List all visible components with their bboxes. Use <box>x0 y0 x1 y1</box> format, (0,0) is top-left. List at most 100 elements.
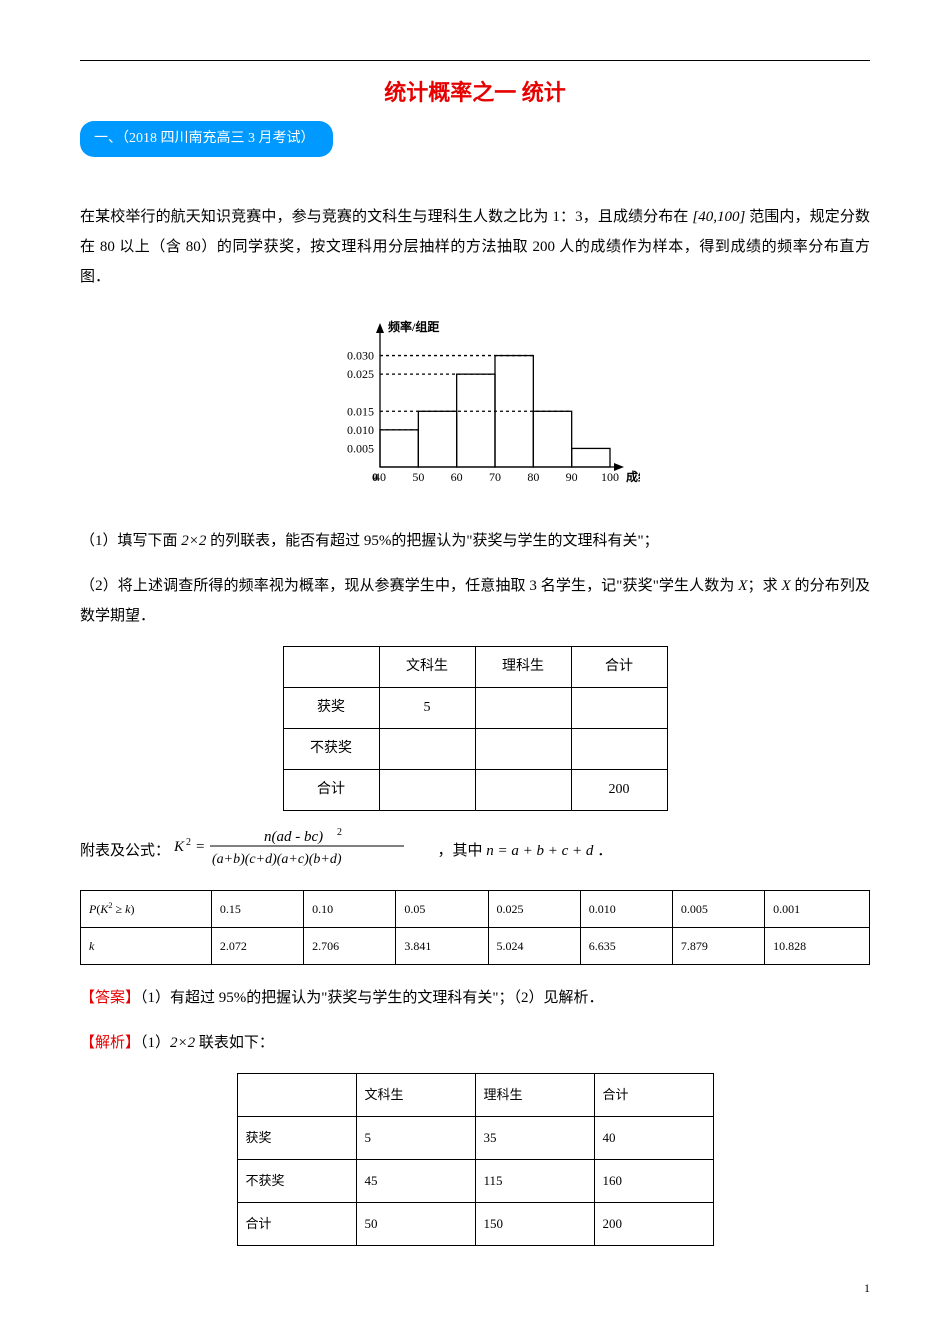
ct-cell: 合计 <box>283 770 379 811</box>
svg-text:80: 80 <box>527 470 539 484</box>
two-by-two: 2×2 <box>181 533 206 549</box>
k-squared-formula: K 2 = n(ad - bc) 2 (a+b)(c+d)(a+c)(b+d) <box>174 823 434 880</box>
chi-p-cell: 0.005 <box>672 891 764 928</box>
ct-cell <box>571 729 667 770</box>
formula-mid: ，其中 <box>438 843 487 859</box>
answer-label: 【答案】 <box>80 990 140 1006</box>
chi-k-cell: 2.072 <box>211 928 303 965</box>
paragraph-1: 在某校举行的航天知识竞赛中，参与竞赛的文科生与理科生人数之比为 1：3，且成绩分… <box>80 202 870 292</box>
contingency-table-blank: 文科生理科生合计获奖5不获奖合计200 <box>283 646 668 811</box>
chi-k-cell: 2.706 <box>304 928 396 965</box>
two-by-two-2: 2×2 <box>170 1035 195 1051</box>
rt-cell: 115 <box>475 1160 594 1203</box>
ct-cell <box>475 688 571 729</box>
chi-k-cell: 10.828 <box>765 928 870 965</box>
rt-cell: 合计 <box>237 1203 356 1246</box>
rt-cell: 35 <box>475 1117 594 1160</box>
formula-lead: 附表及公式： <box>80 843 170 859</box>
svg-text:K: K <box>174 839 185 855</box>
rt-header: 文科生 <box>356 1074 475 1117</box>
q1a: （1）填写下面 <box>80 533 181 549</box>
ct-cell <box>571 688 667 729</box>
rt-cell: 不获奖 <box>237 1160 356 1203</box>
ct-cell <box>475 770 571 811</box>
answer-text: （1）有超过 95%的把握认为"获奖与学生的文理科有关"；（2）见解析． <box>140 990 604 1006</box>
source-pill: 一、（2018 四川南充高三 3 月考试） <box>80 121 333 157</box>
chi-k-cell: 7.879 <box>672 928 764 965</box>
top-rule <box>80 60 870 61</box>
histogram-svg: 频率/组距0.0050.0100.0150.0250.0300405060708… <box>310 307 640 497</box>
chi-p-cell: 0.15 <box>211 891 303 928</box>
svg-text:0.010: 0.010 <box>347 423 374 437</box>
chi-p-cell: 0.010 <box>580 891 672 928</box>
rt-cell: 45 <box>356 1160 475 1203</box>
solution-label: 【解析】 <box>80 1035 140 1051</box>
ct-cell <box>379 729 475 770</box>
rt-cell: 5 <box>356 1117 475 1160</box>
rt-cell: 50 <box>356 1203 475 1246</box>
svg-text:100: 100 <box>601 470 619 484</box>
svg-text:2: 2 <box>186 837 191 848</box>
ct-cell: 200 <box>571 770 667 811</box>
formula-row: 附表及公式： K 2 = n(ad - bc) 2 (a+b)(c+d)(a+c… <box>80 823 870 880</box>
ct-header: 理科生 <box>475 647 571 688</box>
svg-text:n(ad - bc): n(ad - bc) <box>264 829 323 845</box>
solution-line: 【解析】（1）2×2 联表如下： <box>80 1028 870 1058</box>
rt-header: 合计 <box>594 1074 713 1117</box>
svg-text:2: 2 <box>337 827 342 838</box>
svg-text:0.025: 0.025 <box>347 367 374 381</box>
formula-tail: ． <box>597 843 612 859</box>
rt-cell: 150 <box>475 1203 594 1246</box>
svg-text:(a+b)(c+d)(a+c)(b+d): (a+b)(c+d)(a+c)(b+d) <box>212 852 342 867</box>
rt-cell: 200 <box>594 1203 713 1246</box>
chi-p-cell: 0.05 <box>396 891 488 928</box>
sol-a: （1） <box>140 1035 170 1051</box>
chi-p-cell: 0.001 <box>765 891 870 928</box>
p1-a: 在某校举行的航天知识竞赛中，参与竞赛的文科生与理科生人数之比为 1：3，且成绩分… <box>80 209 692 225</box>
svg-text:60: 60 <box>451 470 463 484</box>
rt-header <box>237 1074 356 1117</box>
svg-text:0.030: 0.030 <box>347 349 374 363</box>
ct-header: 合计 <box>571 647 667 688</box>
ct-cell: 获奖 <box>283 688 379 729</box>
answer-line: 【答案】（1）有超过 95%的把握认为"获奖与学生的文理科有关"；（2）见解析． <box>80 983 870 1013</box>
chi-header: P(K2 ≥ k) <box>81 891 212 928</box>
q2b: ；求 <box>747 578 781 594</box>
ct-cell: 5 <box>379 688 475 729</box>
contingency-table-filled: 文科生理科生合计获奖53540不获奖45115160合计50150200 <box>237 1073 714 1246</box>
rt-cell: 160 <box>594 1160 713 1203</box>
rt-cell: 获奖 <box>237 1117 356 1160</box>
svg-text:70: 70 <box>489 470 501 484</box>
page-number: 1 <box>80 1276 870 1300</box>
svg-text:50: 50 <box>412 470 424 484</box>
ct-header: 文科生 <box>379 647 475 688</box>
ct-header <box>283 647 379 688</box>
ct-cell <box>379 770 475 811</box>
svg-text:成绩: 成绩 <box>626 469 640 484</box>
rt-cell: 40 <box>594 1117 713 1160</box>
q1b: 的列联表，能否有超过 95%的把握认为"获奖与学生的文理科有关"； <box>206 533 658 549</box>
chi-k-cell: 6.635 <box>580 928 672 965</box>
svg-text:0.005: 0.005 <box>347 441 374 455</box>
chi-k-cell: 3.841 <box>396 928 488 965</box>
svg-text:90: 90 <box>566 470 578 484</box>
histogram-chart: 频率/组距0.0050.0100.0150.0250.0300405060708… <box>80 307 870 508</box>
question-1: （1）填写下面 2×2 的列联表，能否有超过 95%的把握认为"获奖与学生的文理… <box>80 526 870 556</box>
chi-p-cell: 0.025 <box>488 891 580 928</box>
sol-b: 联表如下： <box>195 1035 274 1051</box>
range: [40,100] <box>692 209 745 225</box>
ct-cell: 不获奖 <box>283 729 379 770</box>
svg-text:40: 40 <box>374 470 386 484</box>
n-def: n = a + b + c + d <box>486 843 593 859</box>
chi-k-cell: 5.024 <box>488 928 580 965</box>
page-title: 统计概率之一 统计 <box>80 71 870 115</box>
question-2: （2）将上述调查所得的频率视为概率，现从参赛学生中，任意抽取 3 名学生，记"获… <box>80 571 870 631</box>
q2a: （2）将上述调查所得的频率视为概率，现从参赛学生中，任意抽取 3 名学生，记"获… <box>80 578 738 594</box>
svg-text:频率/组距: 频率/组距 <box>388 319 439 334</box>
xvar2: X <box>782 578 791 594</box>
svg-text:0.015: 0.015 <box>347 404 374 418</box>
chi-p-cell: 0.10 <box>304 891 396 928</box>
chi-k-label: k <box>81 928 212 965</box>
chi-square-table: P(K2 ≥ k)0.150.100.050.0250.0100.0050.00… <box>80 890 870 965</box>
rt-header: 理科生 <box>475 1074 594 1117</box>
